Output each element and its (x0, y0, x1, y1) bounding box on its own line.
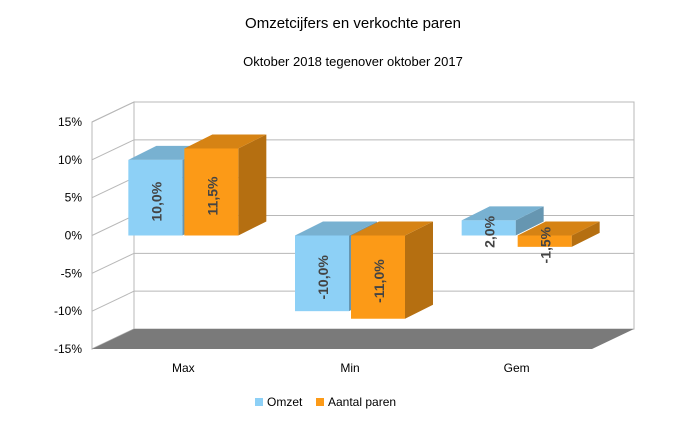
y-tick-label: -10% (54, 304, 82, 318)
gridline (91, 101, 634, 123)
bar-top (351, 221, 433, 236)
chart-subtitle: Oktober 2018 tegenover oktober 2017 (243, 54, 463, 69)
gridline (91, 139, 634, 161)
bar-front (295, 235, 349, 312)
gridline (91, 252, 634, 274)
legend-label: Aantal paren (328, 395, 396, 409)
floor (92, 329, 634, 349)
bar-side (515, 206, 544, 236)
data-label: -10,0% (315, 255, 331, 300)
bar-top (517, 221, 600, 236)
y-tick-label: -15% (54, 342, 82, 356)
data-label: 2,0% (482, 215, 498, 247)
x-category-label: Min (340, 361, 359, 375)
y-tick-label: 0% (65, 229, 83, 243)
bar-aantal-paren-gem: -1,5% (517, 221, 600, 263)
y-tick-label: 10% (58, 153, 82, 167)
bar-top (295, 221, 377, 236)
y-tick-label: 15% (58, 115, 82, 129)
bar-aantal-paren-min: -11,0% (351, 221, 433, 319)
x-category-label: Gem (504, 361, 530, 375)
bar-front (517, 235, 572, 247)
data-label: -1,5% (538, 226, 554, 263)
bar-front (184, 148, 239, 236)
chart-title: Omzetcijfers en verkochte paren (245, 15, 461, 32)
bar-top (184, 134, 267, 149)
bar-front (128, 159, 183, 236)
bar-top (461, 206, 544, 221)
x-category-label: Max (172, 361, 195, 375)
legend: Omzet Aantal paren (255, 395, 396, 409)
data-label: -11,0% (371, 259, 387, 303)
bar-omzet-gem: 2,0% (461, 206, 544, 248)
y-tick-label: -5% (61, 266, 83, 280)
legend-swatch (255, 398, 263, 406)
legend-swatch (316, 398, 324, 406)
data-label: 11,5% (204, 176, 220, 215)
gridline (91, 290, 634, 312)
bar-front (351, 235, 405, 319)
bar-side (405, 221, 433, 319)
data-label: 10,0% (148, 181, 164, 221)
bar-front (461, 220, 516, 236)
plot-area: 15% 10% 5% 0% -5% -10% -15% 10,0% 11,5% Max -10,0%… (54, 101, 635, 375)
legend-label: Omzet (267, 395, 303, 409)
bar-side (238, 134, 267, 236)
bar-side (571, 221, 600, 247)
y-tick-label: 5% (65, 191, 83, 205)
bar-aantal-paren-max: 11,5% (184, 134, 267, 236)
